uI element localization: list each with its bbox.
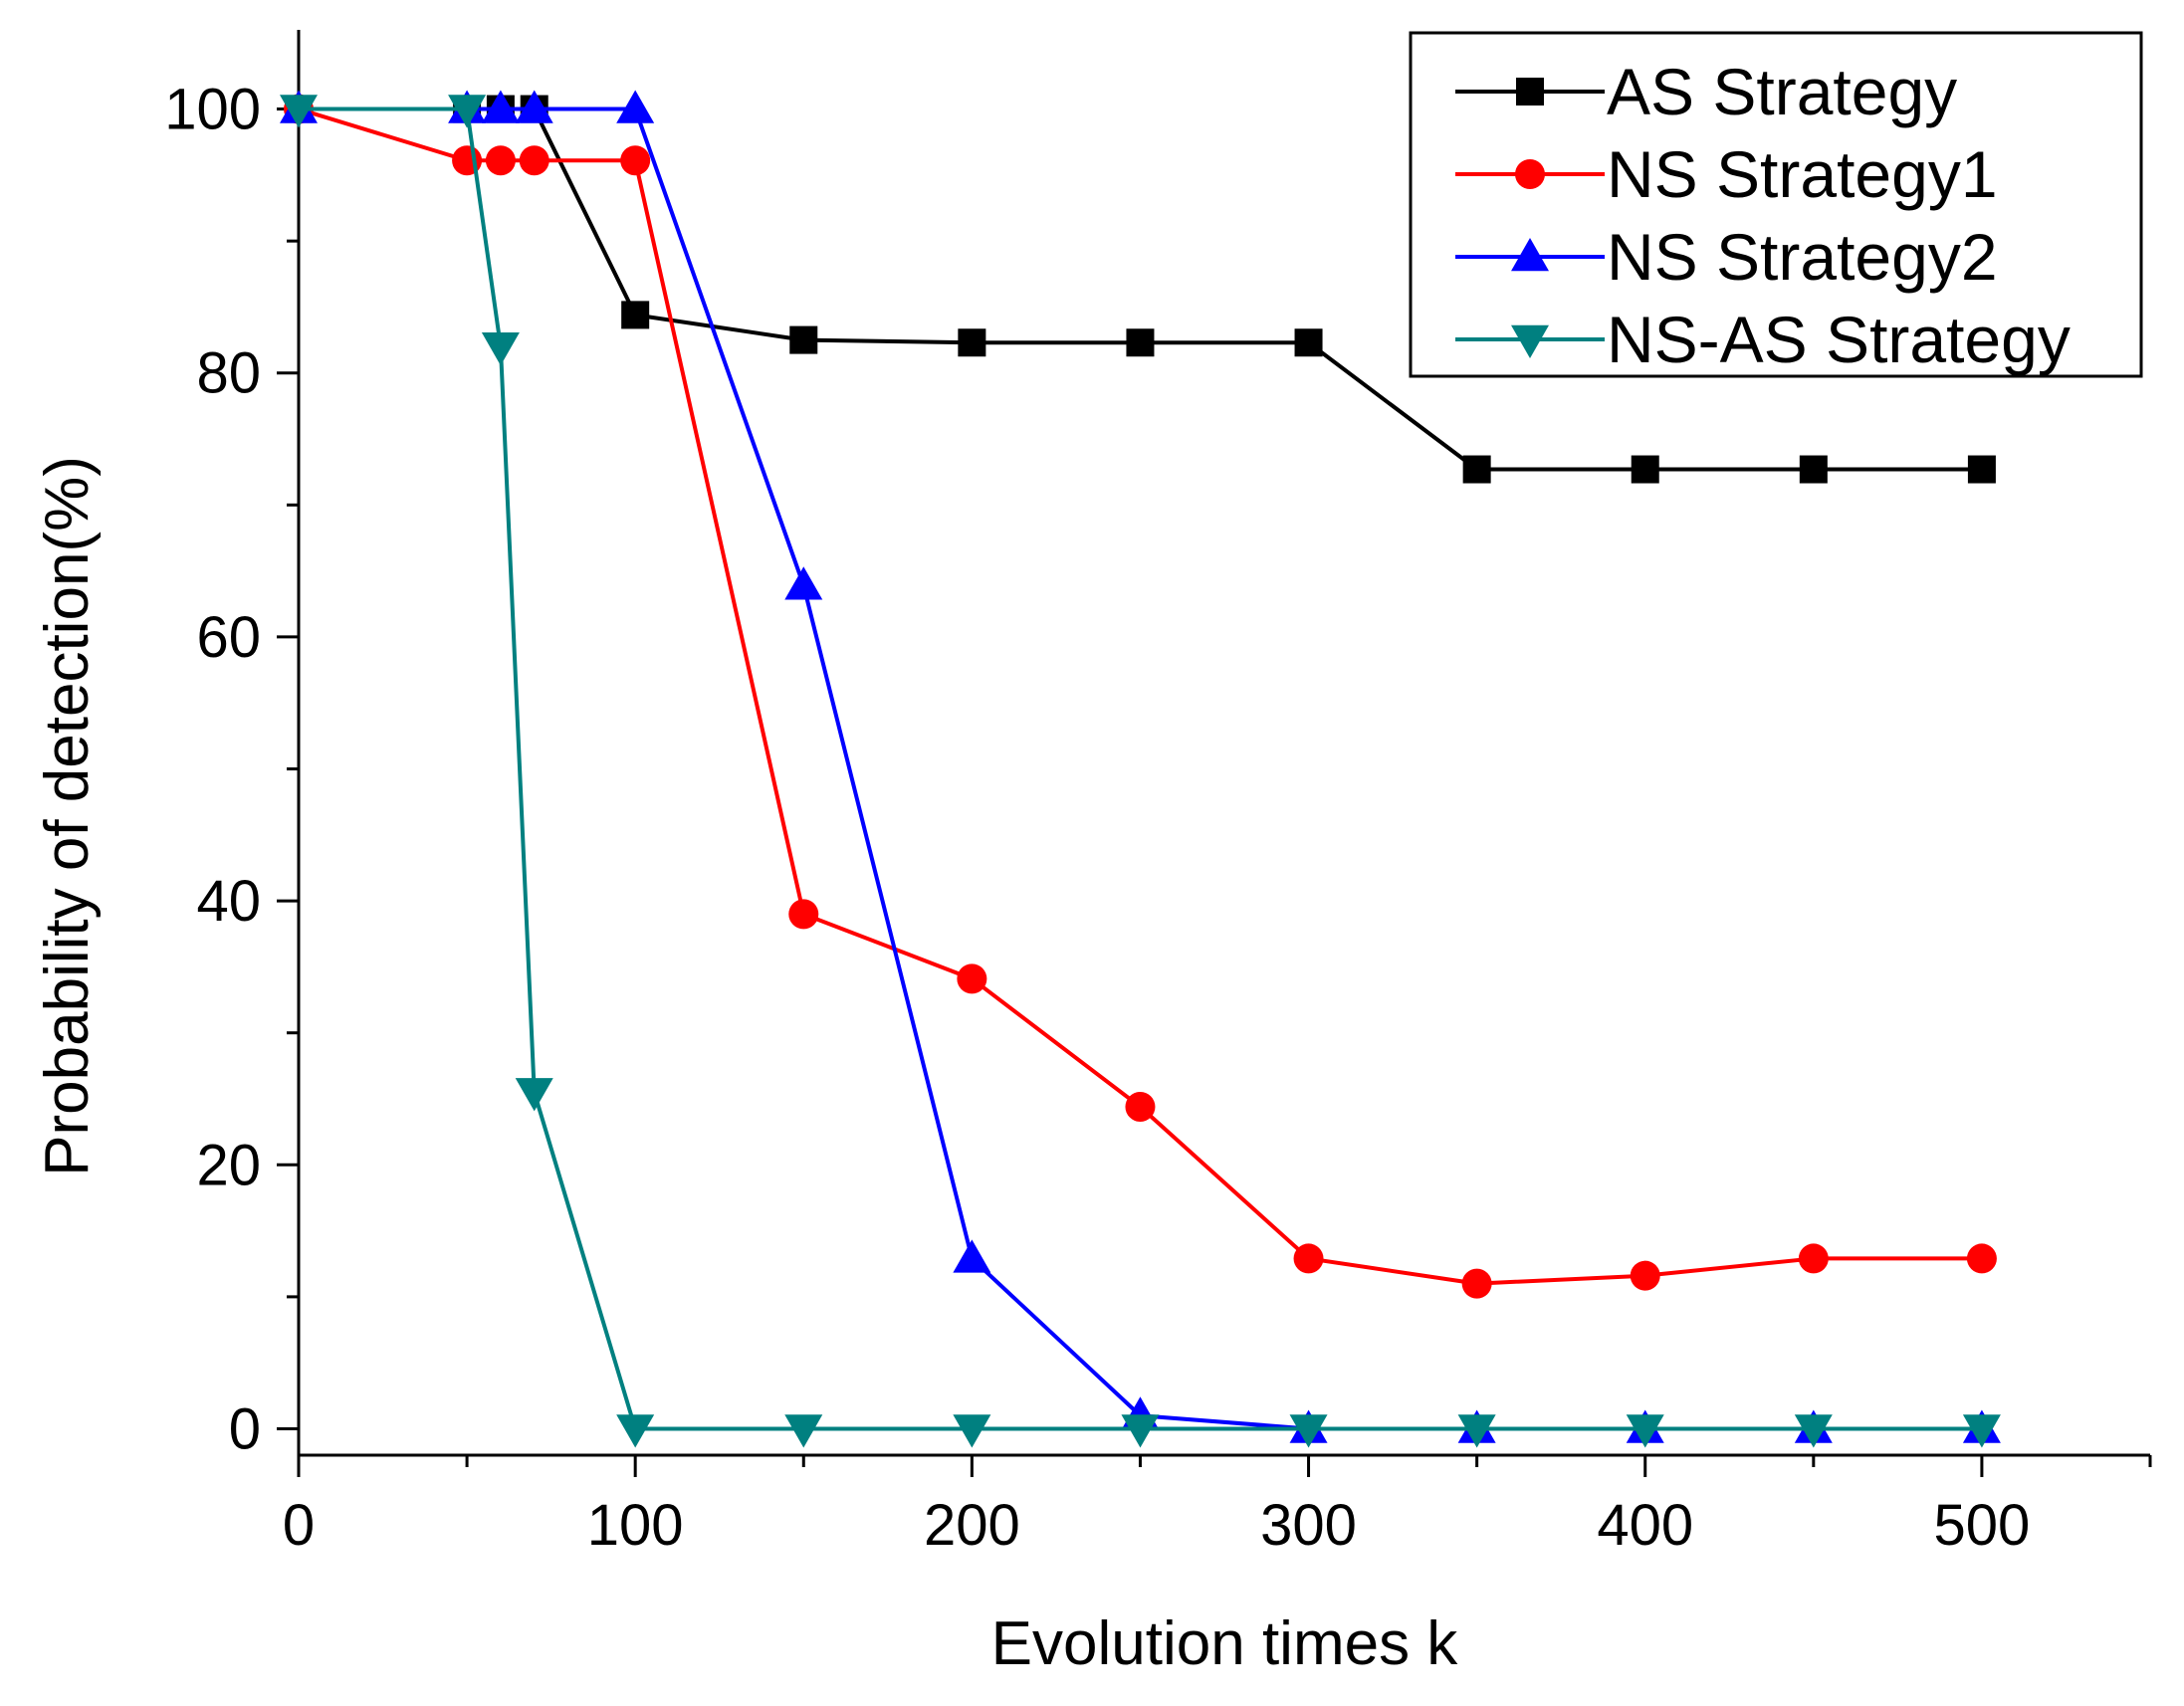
data-point bbox=[1289, 1414, 1328, 1448]
data-point bbox=[958, 328, 986, 357]
data-point bbox=[1294, 328, 1323, 357]
x-tick-label: 0 bbox=[283, 1493, 315, 1558]
data-point bbox=[953, 1239, 991, 1273]
y-tick-label: 0 bbox=[229, 1396, 261, 1461]
legend-label: NS Strategy1 bbox=[1607, 137, 1998, 211]
data-point bbox=[515, 90, 553, 123]
axes bbox=[297, 30, 2150, 1457]
legend-label: AS Strategy bbox=[1607, 55, 1957, 128]
series-ns-as-strategy bbox=[280, 95, 2001, 1448]
legend-label: NS Strategy2 bbox=[1607, 220, 1998, 294]
data-point bbox=[1630, 1260, 1660, 1291]
legend-item: NS Strategy2 bbox=[1455, 220, 1998, 294]
ticks: 0 100 200 300 400 500 0 20 40 60 80 100 bbox=[164, 78, 2152, 1558]
data-point bbox=[1462, 455, 1491, 484]
data-point bbox=[1799, 455, 1828, 484]
legend-label: NS-AS Strategy bbox=[1607, 303, 2071, 376]
data-point bbox=[1962, 1414, 2001, 1448]
data-point bbox=[280, 95, 318, 128]
legend-marker bbox=[1511, 238, 1549, 272]
data-point bbox=[1121, 1414, 1160, 1448]
legend-item: NS-AS Strategy bbox=[1455, 303, 2071, 376]
data-point bbox=[1457, 1414, 1496, 1448]
x-tick-label: 400 bbox=[1597, 1493, 1693, 1558]
legend-marker bbox=[1511, 324, 1549, 358]
x-tick-label: 500 bbox=[1934, 1493, 2031, 1558]
legend-marker bbox=[1515, 159, 1545, 189]
data-point bbox=[1798, 1243, 1829, 1274]
data-point bbox=[957, 963, 987, 994]
legend-marker bbox=[1516, 78, 1544, 106]
data-point bbox=[1126, 328, 1155, 357]
data-point bbox=[616, 90, 655, 123]
data-point bbox=[481, 90, 520, 123]
y-tick-label: 100 bbox=[164, 78, 261, 142]
data-point bbox=[784, 566, 823, 600]
data-point bbox=[620, 145, 651, 176]
x-axis-title: Evolution times k bbox=[991, 1609, 1459, 1678]
y-tick-label: 60 bbox=[196, 605, 261, 670]
y-axis-title: Probability of detection(%) bbox=[33, 456, 102, 1176]
data-point bbox=[481, 331, 520, 366]
data-point bbox=[485, 145, 516, 176]
data-point bbox=[448, 95, 487, 128]
data-point bbox=[1794, 1414, 1833, 1448]
data-point bbox=[621, 301, 650, 329]
data-point bbox=[1461, 1268, 1492, 1299]
data-point bbox=[789, 325, 818, 354]
y-tick-label: 40 bbox=[196, 869, 261, 934]
x-tick-label: 100 bbox=[587, 1493, 684, 1558]
y-tick-label: 80 bbox=[196, 341, 261, 406]
data-point bbox=[1966, 1243, 1997, 1274]
legend: AS Strategy NS Strategy1 NS Strategy2 NS-AS… bbox=[1409, 31, 2143, 378]
data-point bbox=[515, 1078, 553, 1112]
data-point bbox=[784, 1414, 823, 1448]
data-point bbox=[1631, 455, 1659, 484]
data-point bbox=[519, 145, 549, 176]
data-point bbox=[1626, 1414, 1664, 1448]
legend-item: AS Strategy bbox=[1455, 55, 1957, 128]
series-ns-strategy1 bbox=[284, 94, 1997, 1299]
series-layer bbox=[280, 90, 2001, 1448]
data-point bbox=[1293, 1243, 1324, 1274]
data-point bbox=[616, 1414, 655, 1448]
data-point bbox=[788, 899, 819, 930]
x-tick-label: 200 bbox=[924, 1493, 1020, 1558]
data-point bbox=[953, 1414, 991, 1448]
legend-item: NS Strategy1 bbox=[1455, 137, 1998, 211]
data-point bbox=[1967, 455, 1996, 484]
data-point bbox=[1125, 1091, 1156, 1122]
x-tick-label: 300 bbox=[1260, 1493, 1357, 1558]
y-tick-label: 20 bbox=[196, 1133, 261, 1197]
